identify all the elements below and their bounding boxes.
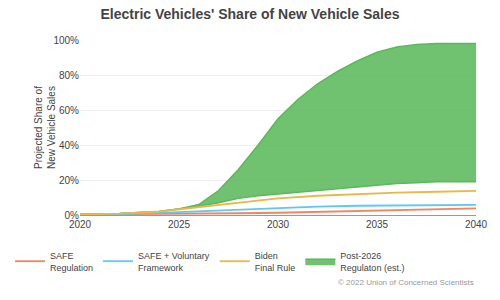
svg-text:2035: 2035 [366,219,389,230]
svg-text:BidenFinal Rule: BidenFinal Rule [255,251,296,273]
svg-text:© 2022 Union of Concerned Scie: © 2022 Union of Concerned Scientists [338,278,474,287]
svg-text:Electric Vehicles' Share of Ne: Electric Vehicles' Share of New Vehicle … [100,6,399,22]
svg-text:2030: 2030 [267,219,290,230]
svg-text:100%: 100% [53,35,79,46]
svg-text:60%: 60% [59,105,79,116]
svg-text:2025: 2025 [168,219,191,230]
svg-text:SAFE + VoluntaryFramework: SAFE + VoluntaryFramework [138,251,210,273]
svg-text:20%: 20% [59,175,79,186]
svg-text:Projected Share ofNew Vehicle: Projected Share ofNew Vehicle Sales [33,86,57,169]
svg-text:40%: 40% [59,140,79,151]
svg-text:2020: 2020 [69,219,92,230]
svg-text:SAFERegulation: SAFERegulation [50,251,93,273]
svg-text:Post-2026Regulaton (est.): Post-2026Regulaton (est.) [340,251,404,273]
svg-text:2040: 2040 [465,219,488,230]
svg-text:80%: 80% [59,70,79,81]
svg-text:0%: 0% [65,210,80,221]
